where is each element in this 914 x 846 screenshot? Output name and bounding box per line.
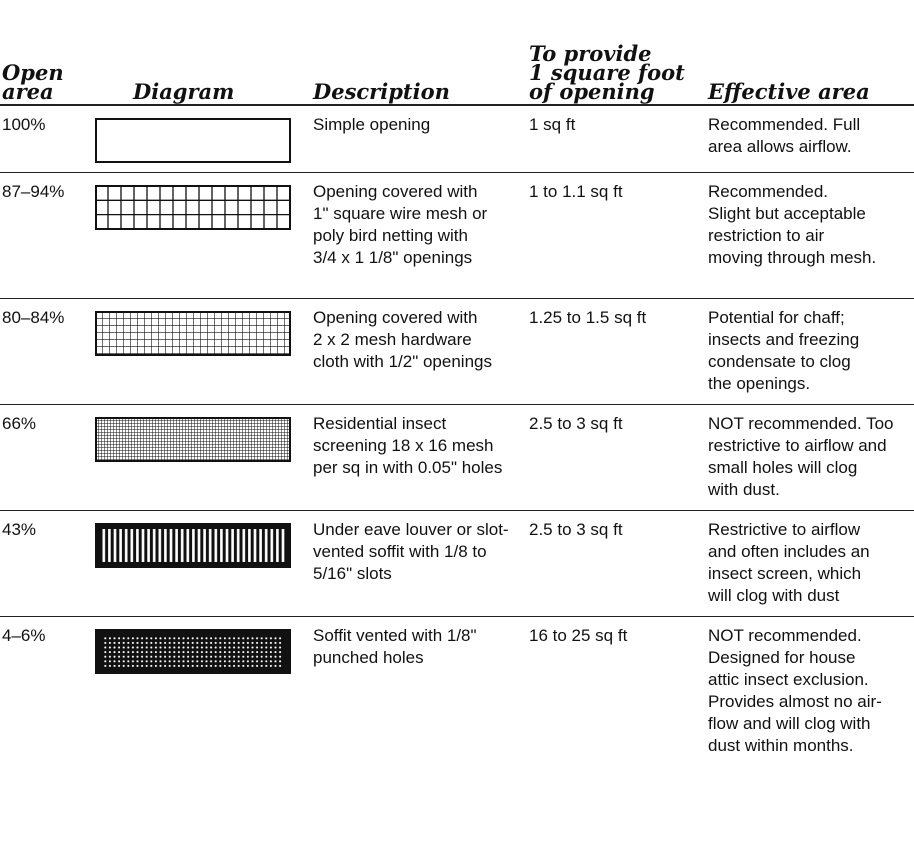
to-provide-cell: 1 sq ft (529, 115, 576, 134)
table-row: 87–94% Opening covered with 1" square wi… (0, 173, 914, 298)
open-area-cell: 43% (2, 520, 37, 539)
effective-area-cell: NOT recommended. Designed for house atti… (708, 626, 882, 755)
description-cell: Soffit vented with 1/8" punched holes (313, 626, 477, 667)
punched-holes-diagram (95, 629, 291, 674)
wire-mesh-diagram (95, 185, 291, 230)
open-area-cell: 66% (2, 414, 37, 433)
header-rule (0, 104, 914, 106)
table-row: 43% Under eave louver or slot- vented so… (0, 511, 914, 616)
effective-area-cell: Recommended. Slight but acceptable restr… (708, 182, 877, 267)
header-open-area: Open area (2, 60, 64, 104)
simple-opening-diagram (95, 118, 291, 163)
description-cell: Under eave louver or slot- vented soffit… (313, 520, 509, 583)
row-rule (0, 172, 914, 173)
description-cell: Opening covered with 2 x 2 mesh hardware… (313, 308, 492, 371)
table-row: 100% Simple opening 1 sq ft Recommended.… (0, 106, 914, 172)
effective-area-cell: Recommended. Full area allows airflow. (708, 115, 861, 156)
description-cell: Simple opening (313, 115, 431, 134)
table-row: 4–6% Soffit vented with 1/8" punched hol… (0, 617, 914, 846)
row-rule (0, 404, 914, 405)
open-area-cell: 100% (2, 115, 46, 134)
insect-screen-diagram (95, 417, 291, 462)
to-provide-cell: 1.25 to 1.5 sq ft (529, 308, 647, 327)
open-area-cell: 80–84% (2, 308, 65, 327)
effective-area-cell: NOT recommended. Too restrictive to airf… (708, 414, 894, 499)
hardware-cloth-diagram (95, 311, 291, 356)
to-provide-cell: 1 to 1.1 sq ft (529, 182, 623, 201)
row-rule (0, 298, 914, 299)
open-area-cell: 87–94% (2, 182, 65, 201)
table-header: Open area Diagram Description To provide… (0, 0, 914, 105)
description-cell: Opening covered with 1" square wire mesh… (313, 182, 488, 267)
row-rule (0, 510, 914, 511)
header-to-provide: To provide 1 square foot of opening (529, 41, 685, 104)
header-description: Description (313, 79, 450, 104)
effective-area-cell: Restrictive to airflow and often include… (708, 520, 870, 605)
to-provide-cell: 16 to 25 sq ft (529, 626, 628, 645)
table-row: 66% Residential insect screening 18 x 16… (0, 405, 914, 510)
open-area-cell: 4–6% (2, 626, 46, 645)
header-effective-area: Effective area (708, 79, 870, 104)
description-cell: Residential insect screening 18 x 16 mes… (313, 414, 503, 477)
louver-slots-diagram (95, 523, 291, 568)
effective-area-cell: Potential for chaff; insects and freezin… (708, 308, 860, 393)
to-provide-cell: 2.5 to 3 sq ft (529, 414, 623, 433)
row-rule (0, 616, 914, 617)
header-diagram: Diagram (133, 79, 235, 104)
table-row: 80–84% Opening covered with 2 x 2 mesh h… (0, 299, 914, 404)
to-provide-cell: 2.5 to 3 sq ft (529, 520, 623, 539)
